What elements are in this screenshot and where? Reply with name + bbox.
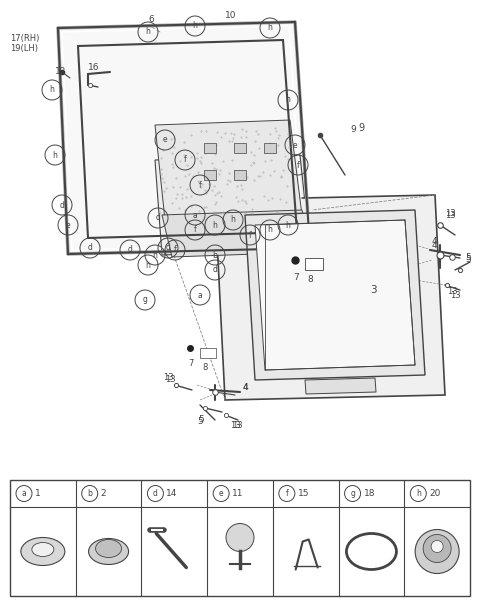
Bar (234, 170, 246, 180)
Text: 13: 13 (445, 208, 456, 218)
Text: e: e (219, 489, 224, 498)
Text: 18: 18 (363, 489, 375, 498)
Ellipse shape (32, 542, 54, 556)
Text: h: h (267, 225, 273, 235)
Circle shape (226, 524, 254, 551)
Text: g: g (143, 296, 147, 304)
Text: 13: 13 (232, 421, 242, 430)
Text: d: d (87, 244, 93, 253)
Bar (10, 480, 470, 596)
Polygon shape (245, 210, 425, 380)
Text: 12: 12 (55, 67, 66, 76)
Text: h: h (230, 216, 235, 224)
Text: g: g (350, 489, 355, 498)
Text: e: e (293, 141, 297, 150)
Text: 20: 20 (429, 489, 441, 498)
Circle shape (415, 530, 459, 573)
Text: 9: 9 (358, 123, 364, 133)
Text: 5: 5 (465, 253, 471, 262)
Text: 5: 5 (197, 416, 203, 425)
Text: h: h (213, 221, 217, 230)
Ellipse shape (89, 539, 129, 565)
Polygon shape (215, 195, 445, 400)
Text: 8: 8 (202, 364, 207, 373)
Bar (264, 143, 276, 153)
Text: 16: 16 (88, 64, 99, 73)
Text: 4: 4 (243, 384, 249, 393)
Text: a: a (22, 489, 26, 498)
Ellipse shape (21, 538, 65, 565)
Text: 13: 13 (450, 290, 461, 299)
Text: 19(LH): 19(LH) (10, 44, 38, 53)
Text: h: h (416, 489, 421, 498)
Circle shape (423, 534, 451, 562)
Text: 13: 13 (230, 422, 240, 430)
Text: h: h (286, 221, 290, 230)
Text: a: a (192, 210, 197, 219)
Text: 17(RH): 17(RH) (10, 33, 39, 42)
Text: d: d (60, 201, 64, 210)
Text: 3: 3 (370, 285, 377, 295)
Polygon shape (162, 210, 312, 257)
Text: h: h (267, 24, 273, 33)
Text: b: b (213, 250, 217, 259)
Text: h: h (286, 96, 290, 104)
Text: 10: 10 (225, 10, 237, 19)
Text: f: f (174, 245, 176, 255)
Bar (200, 348, 216, 358)
Text: 1: 1 (35, 489, 41, 498)
Text: 4: 4 (432, 241, 438, 250)
Text: f: f (199, 181, 202, 190)
Text: 7: 7 (293, 273, 299, 282)
Text: b: b (87, 489, 92, 498)
Text: h: h (49, 85, 54, 95)
Text: 15: 15 (298, 489, 309, 498)
Bar (234, 143, 246, 153)
Text: h: h (192, 21, 197, 30)
Ellipse shape (96, 539, 121, 558)
Text: 4: 4 (243, 384, 249, 393)
Text: 9: 9 (350, 125, 356, 135)
Text: f: f (286, 489, 288, 498)
Polygon shape (255, 220, 415, 370)
Text: 5: 5 (465, 256, 471, 264)
Circle shape (431, 541, 443, 553)
Text: f: f (193, 225, 196, 235)
Bar (305, 258, 323, 270)
Text: e: e (163, 136, 168, 144)
Polygon shape (155, 155, 310, 255)
Text: 14: 14 (167, 489, 178, 498)
Polygon shape (155, 120, 302, 220)
Text: h: h (145, 261, 150, 270)
Text: h: h (53, 150, 58, 159)
Text: 7: 7 (188, 359, 193, 367)
Text: 13: 13 (445, 210, 456, 219)
Text: 4: 4 (432, 238, 438, 247)
Text: e: e (66, 221, 70, 230)
Text: a: a (198, 290, 203, 299)
Text: d: d (128, 245, 132, 255)
Text: 8: 8 (307, 276, 313, 284)
Text: 13: 13 (163, 373, 174, 382)
Polygon shape (58, 22, 310, 254)
Text: d: d (156, 213, 160, 222)
Polygon shape (305, 378, 376, 394)
Text: 5: 5 (198, 416, 204, 424)
Bar (204, 170, 216, 180)
Text: f: f (297, 161, 300, 170)
Text: f: f (184, 156, 186, 164)
Text: h: h (153, 250, 157, 259)
Text: d: d (213, 265, 217, 275)
Text: h: h (145, 27, 150, 36)
Text: 13: 13 (165, 376, 176, 384)
Text: 13: 13 (447, 287, 457, 296)
Text: f: f (249, 230, 252, 239)
Text: d: d (153, 489, 158, 498)
Text: d: d (166, 244, 170, 253)
Text: 6: 6 (148, 16, 154, 24)
Text: 11: 11 (232, 489, 244, 498)
Bar (204, 143, 216, 153)
Text: 2: 2 (101, 489, 107, 498)
